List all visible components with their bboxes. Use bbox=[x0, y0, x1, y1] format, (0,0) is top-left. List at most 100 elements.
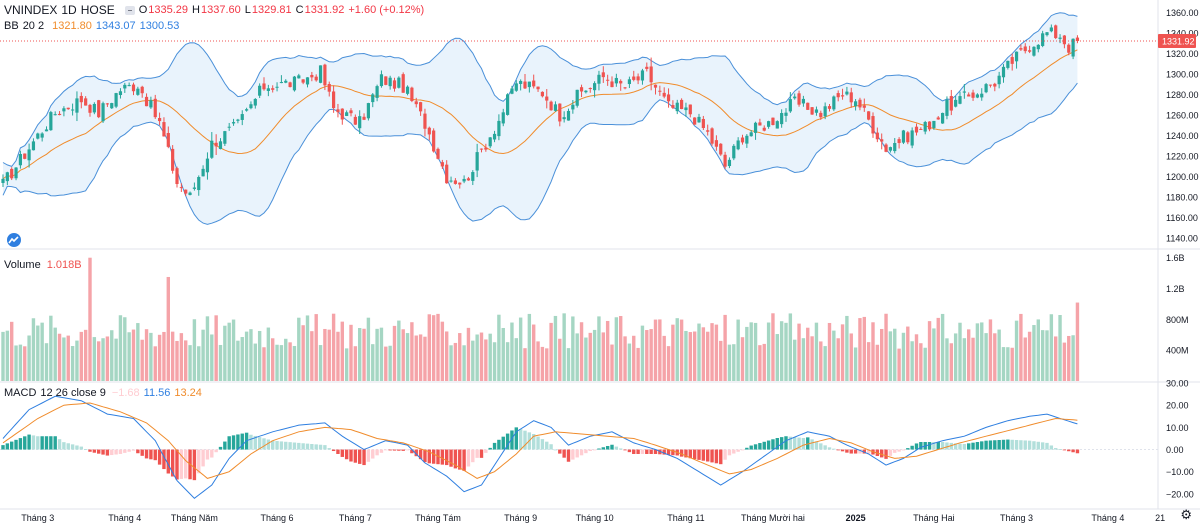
candle-body bbox=[318, 65, 323, 83]
macd-histogram-bar bbox=[719, 449, 723, 465]
candle-body bbox=[240, 114, 244, 120]
close-value: 1331.92 bbox=[304, 4, 345, 16]
collapse-icon[interactable] bbox=[124, 5, 135, 15]
macd-histogram-bar bbox=[771, 439, 775, 450]
macd-histogram-bar bbox=[732, 449, 736, 454]
volume-bar bbox=[875, 344, 880, 381]
macd-histogram-bar bbox=[257, 437, 262, 450]
signal-line bbox=[2, 402, 1078, 479]
macd-histogram-bar bbox=[653, 449, 658, 454]
volume-bar bbox=[105, 336, 110, 381]
macd-histogram-bar bbox=[44, 436, 49, 450]
macd-histogram-bar bbox=[740, 449, 745, 451]
macd-histogram-bar bbox=[649, 449, 653, 454]
candle-body bbox=[388, 77, 392, 87]
macd-histogram-bar bbox=[962, 444, 967, 450]
candle-body bbox=[1067, 44, 1071, 53]
volume-bar bbox=[901, 332, 906, 381]
macd-histogram-bar bbox=[197, 449, 201, 474]
macd-histogram-bar bbox=[88, 449, 92, 452]
volume-bar bbox=[853, 347, 858, 381]
macd-histogram-bar bbox=[271, 440, 275, 450]
volume-bar bbox=[271, 338, 275, 381]
grid bbox=[0, 0, 1200, 510]
candle-body bbox=[1049, 27, 1053, 32]
macd-histogram-bar bbox=[766, 440, 771, 450]
volume-bar bbox=[57, 333, 62, 381]
candle-body bbox=[305, 77, 310, 85]
volume-bar bbox=[827, 322, 832, 381]
volume-bar bbox=[497, 314, 501, 381]
volume-bar bbox=[632, 335, 636, 381]
candle-body bbox=[453, 180, 457, 184]
volume-bar bbox=[688, 332, 692, 381]
macd-histogram-bar bbox=[958, 443, 962, 450]
macd-histogram-bar bbox=[327, 448, 331, 450]
candle-body bbox=[484, 147, 488, 150]
candle-body bbox=[836, 93, 840, 98]
macd-histogram-bar bbox=[906, 448, 910, 450]
macd-histogram-bar bbox=[1019, 440, 1023, 450]
price-tick-label: 1300.00 bbox=[1166, 69, 1199, 79]
candle-body bbox=[358, 116, 362, 129]
bb-legend[interactable]: BB 20 2 1321.80 1343.07 1300.53 bbox=[4, 20, 183, 32]
candle-body bbox=[723, 154, 727, 167]
macd-histogram-bar bbox=[579, 449, 584, 456]
macd-histogram-bar bbox=[532, 434, 536, 450]
candle-body bbox=[767, 121, 771, 127]
tradingview-logo-icon[interactable] bbox=[5, 233, 23, 247]
volume-bar bbox=[527, 313, 532, 381]
macd-histogram-bar bbox=[492, 442, 497, 450]
volume-bar bbox=[740, 337, 745, 381]
macd-histogram-bar bbox=[827, 447, 832, 450]
candle-body bbox=[1032, 46, 1036, 56]
high-value: 1337.60 bbox=[200, 4, 241, 16]
macd-histogram-bar bbox=[18, 438, 23, 450]
candle-body bbox=[888, 147, 892, 151]
candle-body bbox=[266, 88, 270, 91]
time-tick-label: 21 bbox=[1155, 513, 1165, 523]
candle-body bbox=[323, 64, 327, 86]
macd-histogram-bar bbox=[627, 449, 632, 453]
macd-histogram-bar bbox=[136, 449, 140, 454]
candle-body bbox=[527, 81, 531, 88]
candle-body bbox=[867, 111, 871, 120]
settings-gear-icon[interactable]: ⚙ bbox=[1180, 507, 1192, 522]
candle-body bbox=[249, 104, 253, 109]
volume-bar bbox=[292, 345, 297, 381]
candle-body bbox=[279, 82, 283, 84]
symbol-name[interactable]: VNINDEX bbox=[4, 3, 58, 17]
volume-bar bbox=[949, 343, 953, 381]
volume-bar bbox=[197, 346, 201, 381]
volume-legend[interactable]: Volume 1.018B bbox=[4, 259, 86, 271]
volume-bar bbox=[210, 334, 214, 381]
macd-histogram-bar bbox=[205, 449, 210, 460]
volume-bar bbox=[323, 328, 327, 381]
volume-bar bbox=[806, 327, 810, 381]
volume-bar bbox=[62, 337, 66, 381]
candle-body bbox=[579, 87, 584, 92]
low-value: 1329.81 bbox=[251, 4, 292, 16]
candle-body bbox=[375, 86, 379, 98]
volume-bar bbox=[884, 313, 888, 381]
macd-histogram-bar bbox=[949, 442, 953, 450]
macd-histogram-bar bbox=[584, 449, 588, 454]
candle-body bbox=[49, 112, 53, 131]
macd-histogram-bar bbox=[814, 441, 819, 450]
volume-bar bbox=[658, 319, 662, 381]
volume-bar bbox=[971, 337, 975, 381]
macd-histogram-bar bbox=[566, 449, 571, 462]
macd-histogram-bar bbox=[384, 449, 388, 451]
volume-bar bbox=[257, 330, 262, 381]
volume-bar bbox=[745, 326, 749, 381]
macd-histogram-bar bbox=[83, 449, 88, 450]
macd-histogram-bar bbox=[5, 443, 10, 450]
macd-histogram-bar bbox=[1071, 449, 1075, 453]
volume-bar bbox=[588, 332, 592, 381]
candle-body bbox=[488, 137, 492, 147]
macd-histogram-bar bbox=[797, 437, 801, 450]
macd-legend[interactable]: MACD 12 26 close 9 −1.68 11.56 13.24 bbox=[4, 387, 206, 399]
macd-histogram-bar bbox=[201, 449, 205, 467]
volume-bar bbox=[888, 331, 893, 381]
